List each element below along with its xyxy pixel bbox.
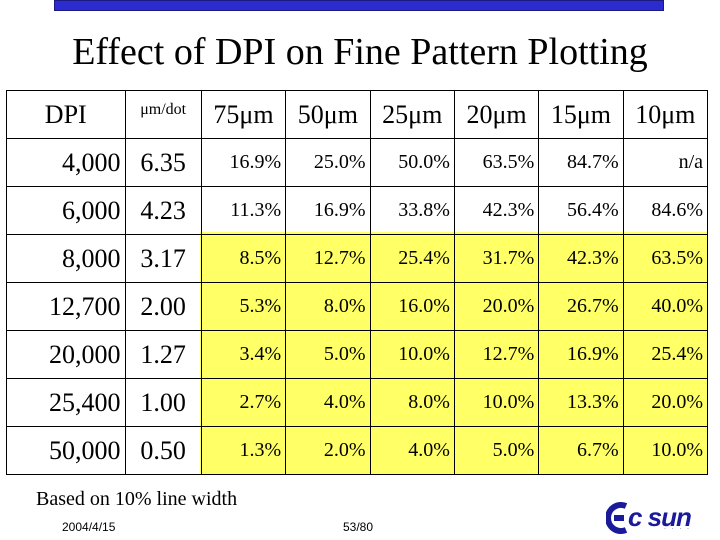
percentage-cell: 16.0% — [369, 282, 455, 331]
header-pattern: 15μm — [538, 90, 624, 139]
percentage-cell: 1.3% — [200, 426, 287, 475]
header-dpi: DPI — [6, 90, 126, 139]
footnote: Based on 10% line width — [36, 488, 238, 510]
percentage-cell: 5.3% — [200, 282, 287, 331]
percentage-cell: 10.0% — [453, 378, 540, 427]
dpi-cell: 4,000 — [6, 138, 126, 187]
header-pattern: 20μm — [453, 90, 540, 139]
dpi-cell: 25,400 — [6, 378, 126, 427]
percentage-cell: 63.5% — [622, 234, 709, 283]
percentage-cell: 8.5% — [200, 234, 287, 283]
csun-logo: c sun · · · · — [606, 502, 710, 534]
um-per-dot-cell: 1.27 — [124, 330, 202, 379]
percentage-cell: 11.3% — [200, 186, 287, 235]
um-per-dot-cell: 2.00 — [124, 282, 202, 331]
dpi-table-area: DPI μm/dot 75μm 50μm 25μm 20μm 15μm 10μm… — [0, 90, 720, 480]
percentage-cell: 4.0% — [285, 378, 371, 427]
header-pattern: 25μm — [369, 90, 455, 139]
um-per-dot-cell: 6.35 — [124, 138, 202, 187]
dpi-cell: 8,000 — [6, 234, 126, 283]
percentage-cell: 42.3% — [538, 234, 624, 283]
percentage-cell: 6.7% — [538, 426, 624, 475]
table-row: 6,000 4.23 11.3% 16.9% 33.8% 42.3% 56.4% 84.6% — [6, 186, 709, 235]
table-row: 50,000 0.50 1.3% 2.0% 4.0% 5.0% 6.7% 10.0% — [6, 426, 709, 475]
header-pattern: 75μm — [200, 90, 287, 139]
um-per-dot-cell: 0.50 — [124, 426, 202, 475]
dpi-cell: 12,700 — [6, 282, 126, 331]
percentage-cell: 13.3% — [538, 378, 624, 427]
percentage-cell: 25.4% — [622, 330, 709, 379]
percentage-cell: 56.4% — [538, 186, 624, 235]
percentage-cell: 16.9% — [200, 138, 287, 187]
percentage-cell: 33.8% — [369, 186, 455, 235]
logo-subtext: · · · · — [664, 526, 691, 532]
percentage-cell: 10.0% — [622, 426, 709, 475]
dpi-table: DPI μm/dot 75μm 50μm 25μm 20μm 15μm 10μm… — [6, 90, 709, 475]
percentage-cell: 4.0% — [369, 426, 455, 475]
percentage-cell: 84.6% — [622, 186, 709, 235]
header-pattern: 10μm — [622, 90, 709, 139]
percentage-cell: 26.7% — [538, 282, 624, 331]
percentage-cell: 12.7% — [285, 234, 371, 283]
percentage-cell: 12.7% — [453, 330, 540, 379]
table-header-row: DPI μm/dot 75μm 50μm 25μm 20μm 15μm 10μm — [6, 90, 709, 139]
percentage-cell: 5.0% — [453, 426, 540, 475]
percentage-cell: 16.9% — [538, 330, 624, 379]
slide-title: Effect of DPI on Fine Pattern Plotting — [72, 31, 648, 73]
percentage-cell: 50.0% — [369, 138, 455, 187]
percentage-cell: 2.0% — [285, 426, 371, 475]
percentage-cell: 3.4% — [200, 330, 287, 379]
top-accent-bar — [54, 0, 664, 11]
dpi-cell: 6,000 — [6, 186, 126, 235]
percentage-cell: 63.5% — [453, 138, 540, 187]
percentage-cell: 31.7% — [453, 234, 540, 283]
percentage-cell: 25.0% — [285, 138, 371, 187]
percentage-cell: 42.3% — [453, 186, 540, 235]
percentage-cell: 16.9% — [285, 186, 371, 235]
percentage-cell: 5.0% — [285, 330, 371, 379]
page-number: 53/80 — [343, 520, 374, 534]
um-per-dot-cell: 3.17 — [124, 234, 202, 283]
percentage-cell: 8.0% — [369, 378, 455, 427]
table-row: 25,400 1.00 2.7% 4.0% 8.0% 10.0% 13.3% 20.0% — [6, 378, 709, 427]
percentage-cell: 8.0% — [285, 282, 371, 331]
percentage-cell: 25.4% — [369, 234, 455, 283]
percentage-cell: 84.7% — [538, 138, 624, 187]
um-per-dot-cell: 1.00 — [124, 378, 202, 427]
logo-mark-icon — [606, 502, 628, 534]
table-row: 20,000 1.27 3.4% 5.0% 10.0% 12.7% 16.9% 25.4% — [6, 330, 709, 379]
logo-text: c sun — [628, 502, 692, 532]
table-row: 8,000 3.17 8.5% 12.7% 25.4% 31.7% 42.3% 63.5% — [6, 234, 709, 283]
percentage-cell: 20.0% — [453, 282, 540, 331]
header-um-per-dot: μm/dot — [124, 90, 202, 139]
um-per-dot-cell: 4.23 — [124, 186, 202, 235]
dpi-cell: 20,000 — [6, 330, 126, 379]
slide-date: 2004/4/15 — [62, 520, 116, 534]
percentage-cell: 40.0% — [622, 282, 709, 331]
table-row: 12,700 2.00 5.3% 8.0% 16.0% 20.0% 26.7% 40.0% — [6, 282, 709, 331]
percentage-cell: n/a — [622, 138, 709, 187]
percentage-cell: 2.7% — [200, 378, 287, 427]
dpi-cell: 50,000 — [6, 426, 126, 475]
percentage-cell: 10.0% — [369, 330, 455, 379]
table-row: 4,000 6.35 16.9% 25.0% 50.0% 63.5% 84.7% n/a — [6, 138, 709, 187]
header-pattern: 50μm — [285, 90, 371, 139]
percentage-cell: 20.0% — [622, 378, 709, 427]
